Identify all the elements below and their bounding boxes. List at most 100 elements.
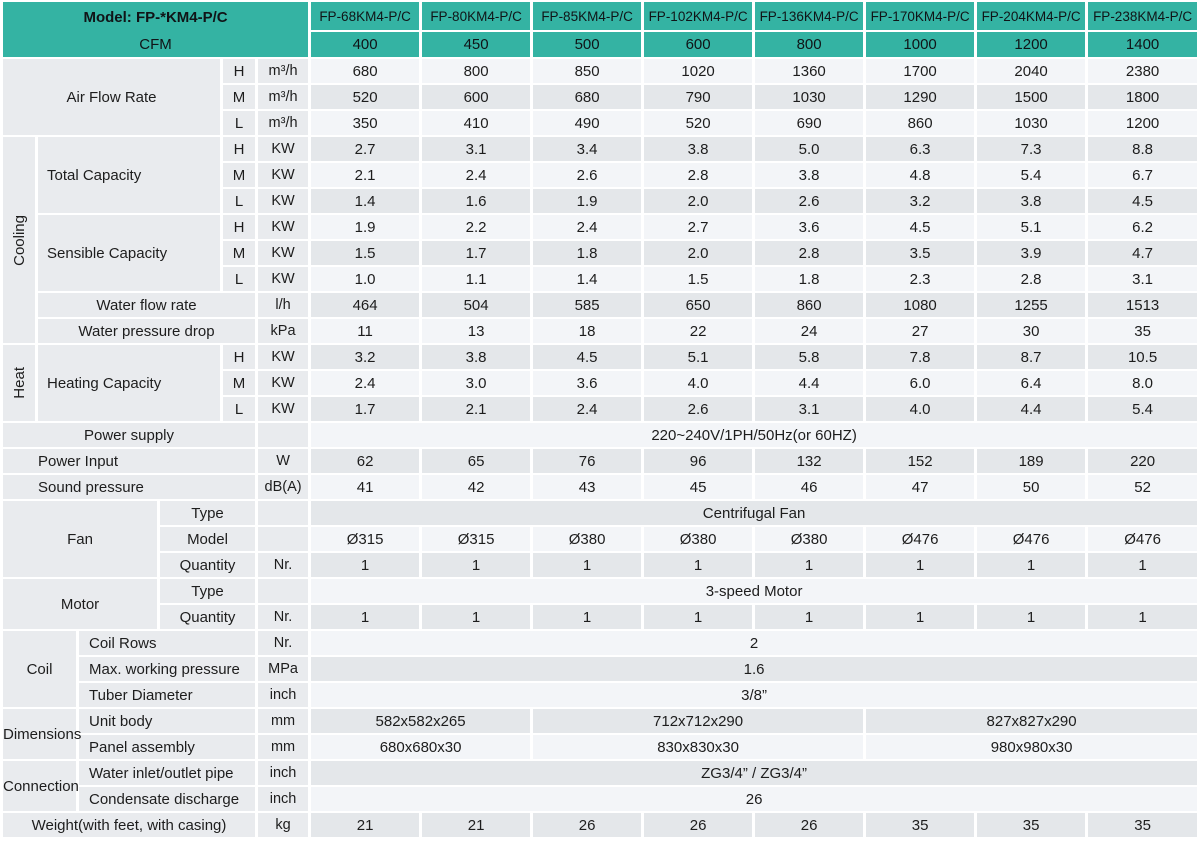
value-cell: 650: [644, 293, 753, 317]
unit-cell: KW: [258, 345, 309, 369]
value-cell: 45: [644, 475, 753, 499]
value-cell: 2.0: [644, 189, 753, 213]
value-cell: 2.0: [644, 241, 753, 265]
corner-header-cell: Model: FP-*KM4-P/C CFM: [3, 2, 309, 57]
row-label-water-flow-rate: Water flow rate: [38, 293, 255, 317]
value-cell: 4.8: [866, 163, 975, 187]
value-cell: 35: [1088, 319, 1198, 343]
sub-label-quantity: Quantity: [160, 605, 255, 629]
unit-cell: KW: [258, 137, 309, 161]
table-row: Model Ø315 Ø315 Ø380 Ø380 Ø380 Ø476 Ø476 Ø476: [3, 527, 1198, 551]
value-cell: 5.1: [977, 215, 1086, 239]
speed-label: L: [223, 397, 255, 421]
sub-label-type: Type: [160, 579, 255, 603]
row-label-sensible-capacity: Sensible Capacity: [38, 215, 220, 291]
value-cell: 21: [311, 813, 420, 837]
value-cell: 1.7: [311, 397, 420, 421]
value-cell: 1020: [644, 59, 753, 83]
value-cell: 860: [755, 293, 864, 317]
value-cell: 2.2: [422, 215, 531, 239]
value-cell: 1: [977, 605, 1086, 629]
unit-cell: [258, 527, 309, 551]
value-cell: 3.8: [422, 345, 531, 369]
value-cell: 3.1: [422, 137, 531, 161]
value-cell: 220: [1088, 449, 1198, 473]
table-row: M KW 2.4 3.0 3.6 4.0 4.4 6.0 6.4 8.0: [3, 371, 1198, 395]
value-cell: 1: [311, 553, 420, 577]
group-label-fan: Fan: [3, 501, 157, 577]
value-cell: 7.3: [977, 137, 1086, 161]
max-pressure-value: 1.6: [311, 657, 1198, 681]
value-cell: 1: [644, 605, 753, 629]
value-cell: Ø476: [977, 527, 1086, 551]
value-cell: 1030: [977, 111, 1086, 135]
value-cell: 3.8: [755, 163, 864, 187]
value-cell: 65: [422, 449, 531, 473]
value-cell: 5.4: [1088, 397, 1198, 421]
value-cell: 6.3: [866, 137, 975, 161]
value-cell: 1.1: [422, 267, 531, 291]
value-cell: 1.5: [311, 241, 420, 265]
cfm-value-cell: 400: [311, 32, 420, 57]
value-cell: 4.5: [1088, 189, 1198, 213]
table-row: 400 450 500 600 800 1000 1200 1400: [3, 32, 1198, 57]
cfm-value-cell: 1000: [866, 32, 975, 57]
value-cell: Ø380: [644, 527, 753, 551]
speed-label: H: [223, 215, 255, 239]
value-cell: 21: [422, 813, 531, 837]
value-cell: 1080: [866, 293, 975, 317]
value-cell: Ø380: [755, 527, 864, 551]
value-cell: 46: [755, 475, 864, 499]
value-cell: 350: [311, 111, 420, 135]
value-cell: 22: [644, 319, 753, 343]
value-cell: 4.4: [977, 397, 1086, 421]
value-cell: 6.2: [1088, 215, 1198, 239]
value-cell: 600: [422, 85, 531, 109]
group-label-coil: Coil: [3, 631, 76, 707]
unit-cell: kg: [258, 813, 309, 837]
sub-label-coil-rows: Coil Rows: [79, 631, 255, 655]
value-cell: 1: [311, 605, 420, 629]
unit-cell: l/h: [258, 293, 309, 317]
value-cell: 8.7: [977, 345, 1086, 369]
model-column-header: FP-102KM4-P/C: [644, 2, 753, 30]
value-cell: 464: [311, 293, 420, 317]
value-cell: 1255: [977, 293, 1086, 317]
sub-label-tuber-diameter: Tuber Diameter: [79, 683, 255, 707]
unit-cell: m³/h: [258, 85, 309, 109]
value-cell: Ø380: [533, 527, 642, 551]
value-cell: 1513: [1088, 293, 1198, 317]
value-cell: 1200: [1088, 111, 1198, 135]
table-row: Weight(with feet, with casing) kg 21 21 26 26…: [3, 813, 1198, 837]
value-cell: 2.1: [422, 397, 531, 421]
table-row: Max. working pressure MPa 1.6: [3, 657, 1198, 681]
value-cell: 41: [311, 475, 420, 499]
value-cell: 50: [977, 475, 1086, 499]
table-row: Power supply 220~240V/1PH/50Hz(or 60HZ): [3, 423, 1198, 447]
value-cell: 26: [644, 813, 753, 837]
group-label-heat: Heat: [3, 345, 35, 421]
value-cell: 690: [755, 111, 864, 135]
table-row: Fan Type Centrifugal Fan: [3, 501, 1198, 577]
value-cell: 2040: [977, 59, 1086, 83]
value-cell: 47: [866, 475, 975, 499]
cfm-title: CFM: [139, 35, 172, 53]
unit-cell: KW: [258, 397, 309, 421]
value-cell: 1: [755, 605, 864, 629]
value-cell: 1.8: [533, 241, 642, 265]
value-cell: 30: [977, 319, 1086, 343]
sub-label-quantity: Quantity: [160, 553, 255, 577]
table-row: Condensate discharge inch 26: [3, 787, 1198, 811]
speed-label: M: [223, 241, 255, 265]
value-cell: 26: [533, 813, 642, 837]
value-cell: 1: [977, 553, 1086, 577]
table-row: Quantity Nr. 1 1 1 1 1 1 1 1: [3, 605, 1198, 629]
value-cell: 1: [866, 605, 975, 629]
table-row: Dimensions Unit body mm 582x582x265 712x712x…: [3, 709, 1198, 759]
value-cell: 5.4: [977, 163, 1086, 187]
table-row: Sound pressure dB(A) 41 42 43 45 46 47 50 52: [3, 475, 1198, 499]
value-cell: 1: [533, 553, 642, 577]
value-cell: 1360: [755, 59, 864, 83]
